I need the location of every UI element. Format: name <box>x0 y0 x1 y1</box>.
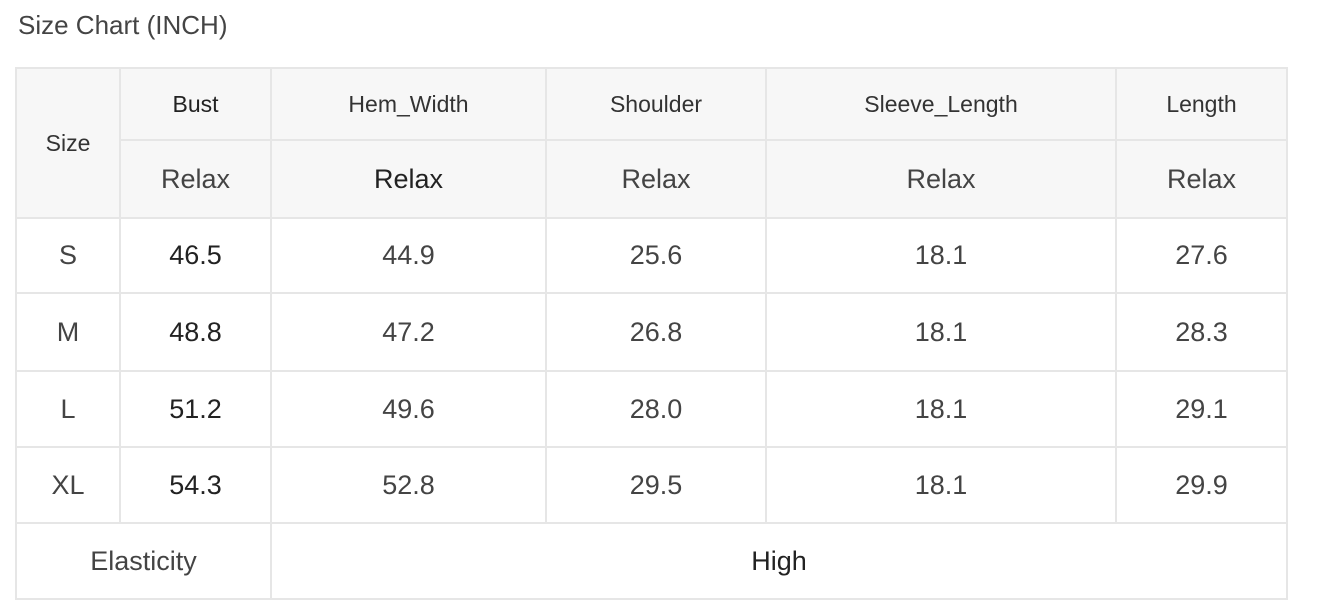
value-cell: 49.6 <box>270 370 547 448</box>
elasticity-value: High <box>270 522 1288 600</box>
value-cell: 52.8 <box>270 446 547 524</box>
value-cell: 48.8 <box>119 292 272 372</box>
fit-row: Relax Relax Relax Relax Relax <box>16 139 1288 219</box>
value-cell: 47.2 <box>270 292 547 372</box>
value-cell: 18.1 <box>765 370 1117 448</box>
value-cell: 27.6 <box>1115 217 1288 294</box>
column-header: Sleeve_Length <box>765 67 1117 141</box>
value-cell: 51.2 <box>119 370 272 448</box>
size-cell: XL <box>15 446 121 524</box>
column-header: Shoulder <box>545 67 767 141</box>
size-cell: S <box>15 217 121 294</box>
table-row: L 51.2 49.6 28.0 18.1 29.1 <box>15 370 1288 448</box>
table-row: S 46.5 44.9 25.6 18.1 27.6 <box>15 217 1288 294</box>
value-cell: 18.1 <box>765 446 1117 524</box>
fit-cell: Relax <box>119 139 272 219</box>
column-header: Hem_Width <box>270 67 547 141</box>
elasticity-label: Elasticity <box>15 522 272 600</box>
fit-cell: Relax <box>270 139 547 219</box>
size-cell: L <box>15 370 121 448</box>
elasticity-row: Elasticity High <box>15 522 1288 600</box>
page-title: Size Chart (INCH) <box>18 10 228 40</box>
table-row: M 48.8 47.2 26.8 18.1 28.3 <box>15 292 1288 372</box>
value-cell: 28.0 <box>545 370 767 448</box>
value-cell: 18.1 <box>765 217 1117 294</box>
column-header: Length <box>1115 67 1288 141</box>
value-cell: 25.6 <box>545 217 767 294</box>
fit-cell: Relax <box>765 139 1117 219</box>
header-row: Size Bust Hem_Width Shoulder Sleeve_Length Le… <box>15 67 1288 219</box>
value-cell: 29.5 <box>545 446 767 524</box>
column-header: Bust <box>119 67 272 141</box>
value-cell: 44.9 <box>270 217 547 294</box>
value-cell: 46.5 <box>119 217 272 294</box>
size-header: Size <box>15 67 121 219</box>
value-cell: 29.9 <box>1115 446 1288 524</box>
value-cell: 26.8 <box>545 292 767 372</box>
value-cell: 29.1 <box>1115 370 1288 448</box>
value-cell: 18.1 <box>765 292 1117 372</box>
size-chart-table: Size Bust Hem_Width Shoulder Sleeve_Length Le… <box>15 67 1288 600</box>
size-cell: M <box>15 292 121 372</box>
value-cell: 28.3 <box>1115 292 1288 372</box>
fit-cell: Relax <box>545 139 767 219</box>
value-cell: 54.3 <box>119 446 272 524</box>
fit-cell: Relax <box>1115 139 1288 219</box>
table-row: XL 54.3 52.8 29.5 18.1 29.9 <box>15 446 1288 524</box>
